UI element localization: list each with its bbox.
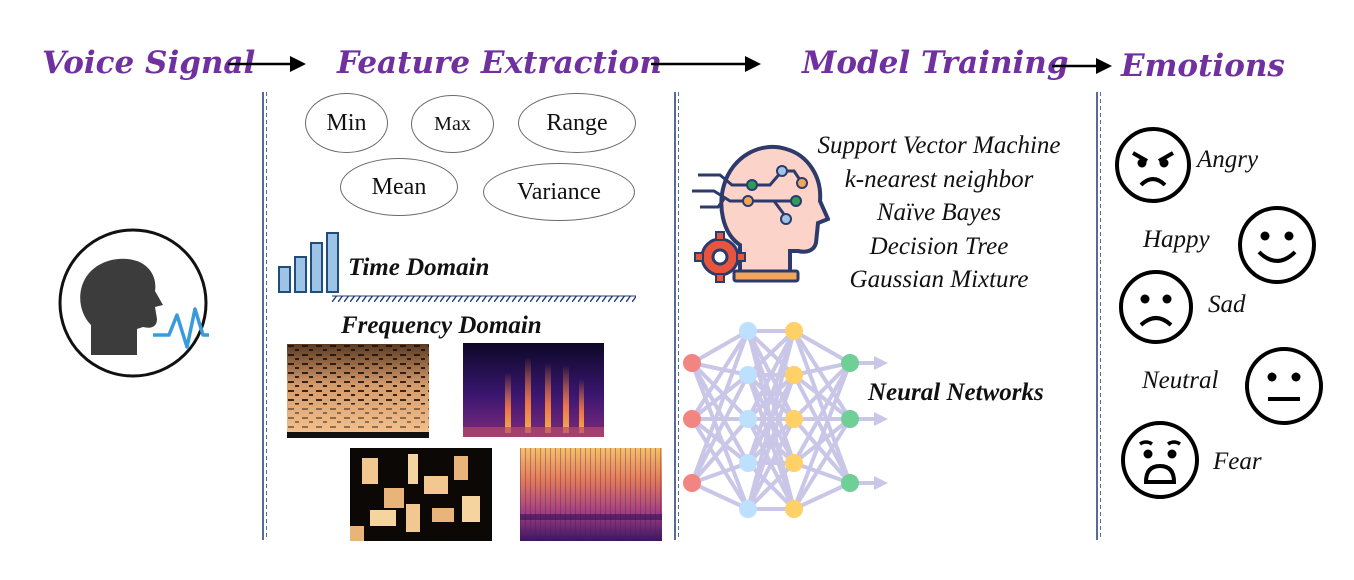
nn-node [739, 366, 757, 384]
speaking-head-icon [58, 228, 209, 378]
arrow-feature-to-model [651, 56, 761, 72]
nn-node [739, 322, 757, 340]
nn-edge [690, 362, 750, 510]
nn-edge [746, 461, 796, 511]
angry-face-icon [1115, 127, 1191, 203]
classifier-svm: Support Vector Machine [817, 132, 1061, 159]
nn-edge [690, 361, 750, 421]
nn-edge [792, 362, 852, 510]
nn-output-arrowhead [874, 412, 888, 426]
ai-brain-gear-icon [692, 144, 830, 283]
stat-mean: Mean [340, 158, 458, 216]
divider-1 [262, 92, 267, 540]
nn-edge [793, 361, 851, 377]
nn-node [785, 410, 803, 428]
divider-2 [674, 92, 679, 540]
nn-edge [746, 418, 796, 510]
spectrogram-3 [350, 448, 492, 541]
nn-node [739, 454, 757, 472]
nn-node [739, 500, 757, 518]
nn-node [739, 410, 757, 428]
nn-edge [792, 362, 852, 464]
emotion-happy-label: Happy [1143, 226, 1210, 253]
nn-edge [690, 373, 750, 421]
spectrogram-1 [287, 344, 429, 438]
bar-chart-icon [278, 232, 339, 293]
emotion-neutral-label: Neutral [1142, 367, 1219, 394]
nn-edge [690, 374, 750, 484]
emotion-angry-label: Angry [1197, 146, 1259, 173]
neutral-face-icon [1245, 347, 1323, 425]
nn-node [785, 366, 803, 384]
header-feature-extraction: Feature Extraction [337, 45, 662, 81]
stat-range: Range [518, 93, 636, 153]
nn-node [683, 410, 701, 428]
hatched-separator [332, 295, 636, 302]
classifier-list: Support Vector Machine k-nearest neighbo… [790, 129, 1088, 297]
nn-edge [690, 330, 750, 484]
classifier-naive-bayes: Naïve Bayes [876, 199, 1002, 226]
sad-face-icon [1119, 270, 1193, 344]
nn-edge [792, 417, 852, 511]
emotion-sad-label: Sad [1208, 291, 1246, 318]
header-emotions: Emotions [1121, 48, 1285, 84]
spectrogram-2 [463, 343, 604, 437]
nn-node [683, 354, 701, 372]
nn-edge [792, 374, 852, 484]
classifier-gmm: Gaussian Mixture [849, 266, 1029, 293]
nn-edge [793, 329, 851, 365]
nn-edge [691, 481, 749, 511]
nn-node [683, 474, 701, 492]
fear-face-icon [1121, 421, 1199, 499]
nn-edge [793, 461, 851, 485]
nn-node [785, 322, 803, 340]
nn-edge [793, 481, 851, 511]
nn-edge [792, 330, 852, 484]
nn-output-arrowhead [874, 356, 888, 370]
nn-edge [690, 417, 750, 485]
stat-min: Min [305, 93, 388, 153]
nn-edge [691, 329, 749, 365]
header-model-training: Model Training [802, 45, 1069, 81]
nn-edge [746, 374, 796, 510]
nn-edge [746, 330, 796, 510]
nn-edge [690, 329, 750, 421]
frequency-domain-label: Frequency Domain [341, 312, 542, 339]
time-domain-label: Time Domain [348, 254, 490, 281]
nn-node [785, 500, 803, 518]
classifier-knn: k-nearest neighbor [844, 165, 1034, 193]
emotion-fear-label: Fear [1213, 448, 1262, 475]
stat-variance: Variance [483, 163, 635, 221]
nn-output-arrowhead [874, 476, 888, 490]
nn-node [841, 474, 859, 492]
nn-edge [691, 461, 749, 485]
arrow-model-to-emotions [1052, 58, 1112, 74]
nn-edge [690, 417, 750, 511]
header-voice-signal: Voice Signal [42, 45, 256, 81]
arrow-voice-to-feature [228, 56, 306, 72]
nn-edge [792, 361, 852, 421]
classifier-decision-tree: Decision Tree [869, 232, 1009, 260]
nn-node [785, 454, 803, 472]
happy-face-icon [1238, 206, 1316, 284]
nn-edge [792, 417, 852, 485]
divider-3 [1096, 92, 1101, 540]
nn-edge [746, 329, 796, 377]
nn-edge [792, 373, 852, 421]
nn-edge [792, 329, 852, 421]
nn-node [841, 410, 859, 428]
nn-edge [690, 417, 750, 465]
nn-node [841, 354, 859, 372]
nn-edge [690, 362, 750, 464]
neural-network-icon [683, 322, 888, 518]
stat-max: Max [411, 95, 494, 153]
nn-edge [691, 361, 749, 377]
spectrogram-4 [520, 448, 662, 541]
nn-edge [746, 330, 796, 420]
neural-networks-label: Neural Networks [868, 379, 1044, 406]
